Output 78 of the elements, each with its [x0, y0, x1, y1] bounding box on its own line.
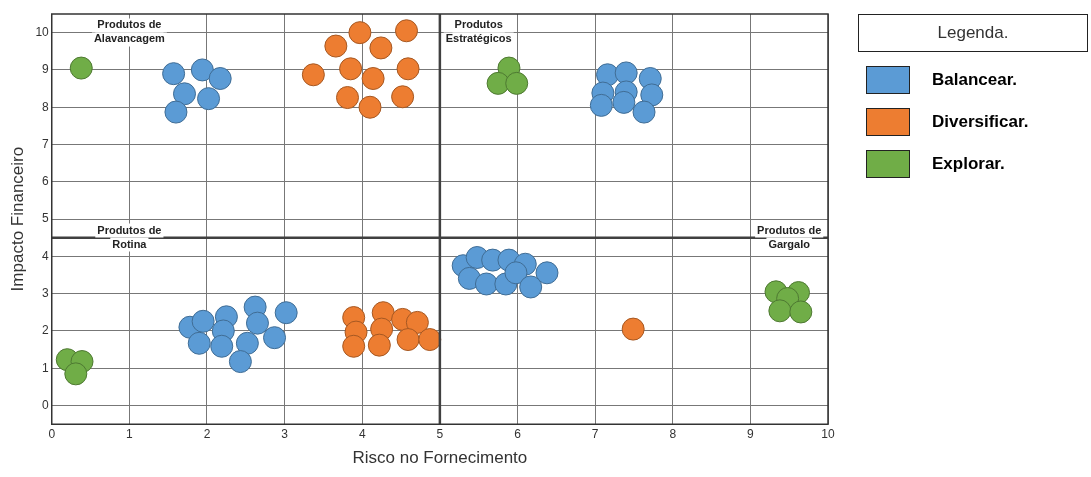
point [367, 333, 391, 357]
point [235, 331, 259, 355]
point [342, 334, 366, 358]
y-tick-label: 9 [42, 62, 50, 77]
y-tick-label: 2 [42, 323, 50, 338]
point [768, 299, 792, 323]
point [391, 85, 415, 109]
x-axis-title: Risco no Fornecimento [352, 448, 528, 468]
annotation: Produtos de Rotina [97, 223, 162, 250]
point [504, 261, 528, 285]
point [263, 326, 287, 350]
point [190, 58, 214, 82]
point [621, 317, 645, 341]
x-tick-label: 6 [514, 426, 522, 441]
point [614, 61, 638, 85]
x-tick-label: 5 [436, 426, 444, 441]
legend-label: Diversificar. [932, 112, 1029, 132]
point [162, 62, 186, 86]
point [396, 57, 420, 81]
point [640, 83, 664, 107]
point [210, 334, 234, 358]
point [612, 90, 636, 114]
point [274, 301, 298, 325]
point [405, 310, 429, 334]
annotation: Produtos de Gargalo [757, 223, 822, 250]
point [395, 19, 418, 43]
y-axis-title: Impacto Financeiro [7, 146, 27, 292]
point [69, 56, 93, 80]
point [197, 87, 221, 111]
y-tick-label: 7 [42, 136, 50, 151]
x-tick-label: 2 [203, 426, 211, 441]
point [418, 328, 442, 352]
point [208, 67, 232, 91]
y-tick-label: 5 [42, 211, 50, 226]
x-tick-label: 7 [591, 426, 599, 441]
point [457, 266, 481, 290]
y-tick-label: 6 [42, 174, 50, 189]
y-tick-label: 8 [42, 99, 50, 114]
point [64, 362, 88, 386]
point [519, 275, 543, 299]
point [187, 331, 211, 355]
point [348, 21, 372, 45]
point [358, 95, 382, 119]
point [339, 57, 363, 81]
point [172, 82, 196, 106]
legend-title: Legenda. [858, 14, 1088, 52]
point [324, 34, 348, 58]
y-tick-label: 10 [35, 24, 50, 39]
x-tick-label: 10 [821, 426, 835, 441]
point [589, 93, 613, 117]
point [474, 272, 498, 296]
point [228, 350, 252, 374]
y-tick-label: 3 [42, 285, 50, 300]
x-tick-label: 9 [747, 426, 755, 441]
point [191, 309, 215, 333]
point [301, 63, 325, 87]
point [505, 71, 529, 95]
x-tick-label: 1 [126, 426, 134, 441]
point [535, 261, 559, 285]
point [164, 100, 188, 124]
legend-label: Balancear. [932, 70, 1018, 90]
y-tick-label: 4 [42, 248, 50, 263]
x-tick-label: 4 [358, 426, 366, 441]
point [789, 300, 813, 324]
point [245, 311, 269, 335]
point [369, 36, 393, 60]
y-tick-label: 1 [42, 360, 50, 375]
y-tick-label: 0 [42, 397, 50, 412]
point [396, 328, 420, 352]
point [361, 67, 385, 91]
point [632, 100, 656, 124]
point [336, 86, 359, 110]
annotation: Produtos de Alavancagem [93, 18, 166, 45]
point [486, 71, 510, 95]
legend-label: Explorar. [932, 154, 1005, 174]
x-tick-label: 8 [669, 426, 677, 441]
x-tick-label: 3 [281, 426, 289, 441]
annotation: Produtos Estratégicos [445, 18, 512, 45]
